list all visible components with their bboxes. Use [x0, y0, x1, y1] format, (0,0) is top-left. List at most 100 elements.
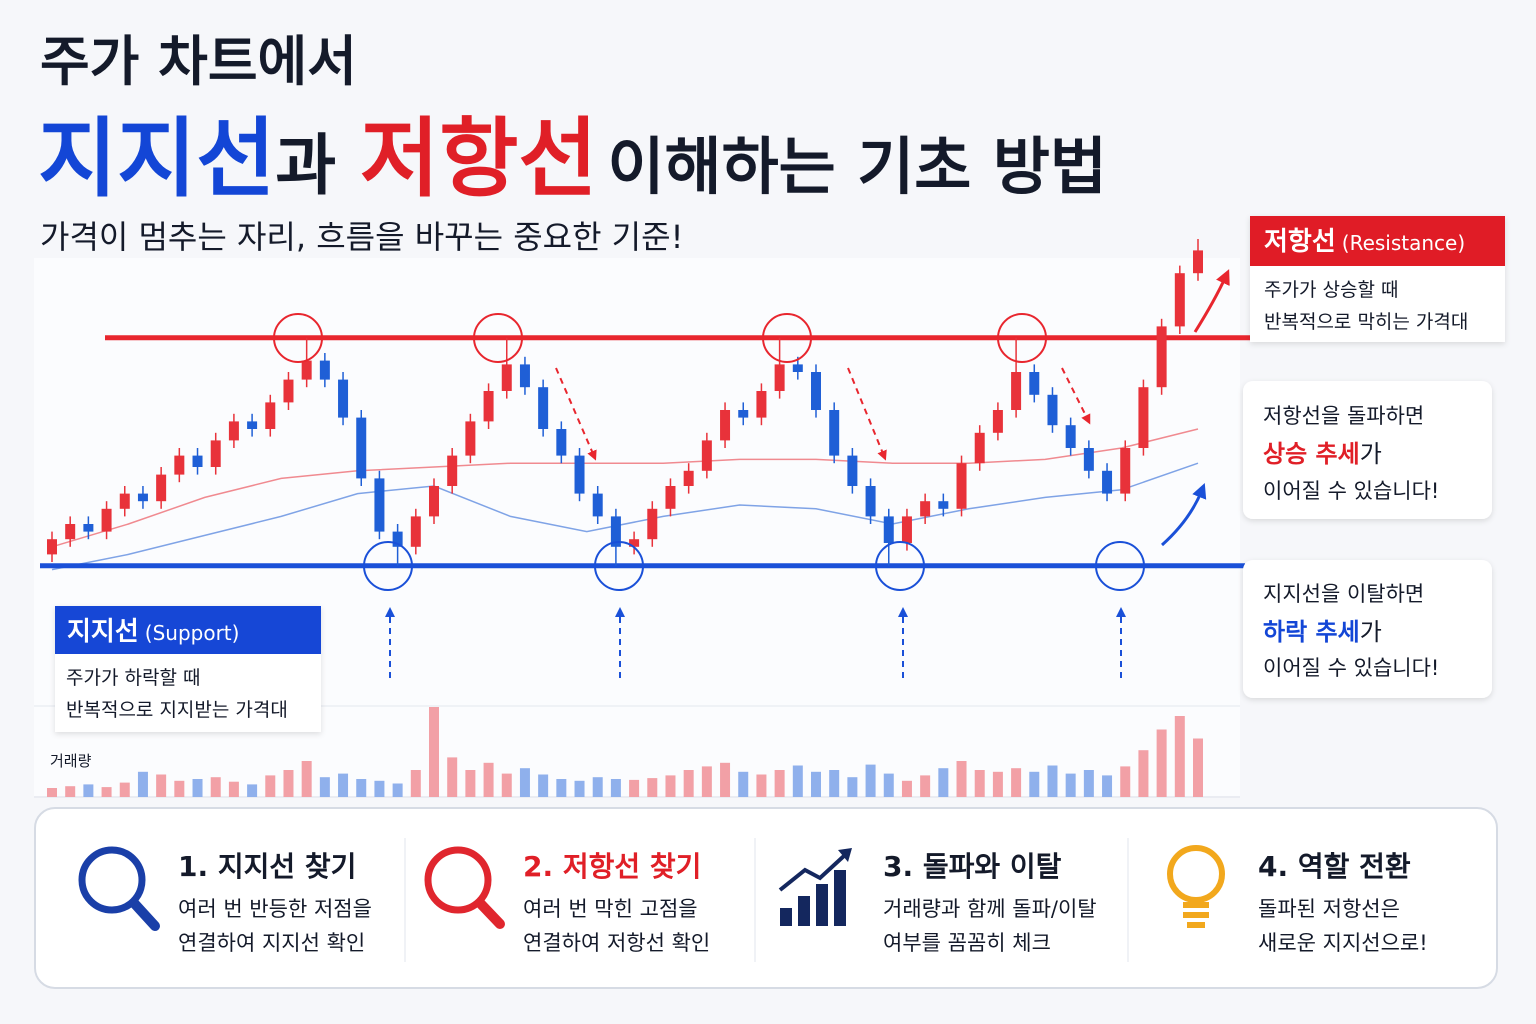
trend-arrow [1161, 483, 1207, 547]
candle-body [647, 508, 658, 540]
candle-body [774, 364, 785, 391]
support-english: (Support) [145, 621, 240, 645]
title-resistance: 저항선 [360, 109, 597, 209]
card-text: 여러 번 막힌 고점을 [523, 897, 698, 921]
card-title: 4. 역할 전환 [1258, 850, 1411, 883]
candle-body [720, 410, 731, 441]
candle-body [429, 486, 439, 517]
volume-bar [247, 784, 258, 797]
icon-search-blue [78, 846, 160, 931]
highlight: 상승 추세 [1263, 440, 1360, 468]
candle-body [683, 470, 694, 486]
icon-bulb [1167, 845, 1225, 928]
candle-body [47, 539, 57, 555]
volume-bar [938, 768, 949, 797]
support-heading: 지지선 (Support) [67, 617, 239, 647]
candle-body [374, 478, 385, 532]
volume-bar [992, 771, 1003, 797]
breakdown-box [1243, 560, 1492, 698]
support-callout [55, 606, 321, 732]
candle-body [228, 421, 239, 441]
callout-text: 하락 추세가 [1263, 618, 1382, 646]
volume-bar [338, 773, 349, 797]
volume-bar [447, 757, 458, 797]
candle-body [883, 516, 894, 543]
volume-bar [47, 788, 57, 797]
breakout-arrow [1193, 269, 1230, 333]
candle-body [1120, 448, 1131, 494]
trough-circle [875, 541, 925, 591]
volume-bar [847, 777, 858, 797]
volume-bar [956, 761, 967, 797]
volume-bar [1120, 766, 1131, 797]
volume-bar [301, 761, 312, 797]
candle-body [65, 524, 76, 540]
volume-bar [392, 783, 403, 797]
candle-body [1174, 273, 1185, 327]
volume-bar [883, 773, 894, 797]
callout-text: 이어질 수 있습니다! [1263, 479, 1439, 503]
down-arrow [1061, 367, 1091, 425]
candle-body [574, 455, 585, 494]
candle-body [629, 539, 640, 547]
peak-circle [273, 313, 323, 363]
volume-bar [429, 707, 439, 797]
volume-bar [519, 768, 530, 797]
candle-body [1083, 448, 1094, 471]
trough-circle [1095, 541, 1145, 591]
volume-bar [592, 777, 603, 797]
card-text: 연결하여 지지선 확인 [178, 931, 365, 955]
volume-bar [283, 770, 294, 797]
volume-bar [1193, 738, 1203, 797]
resistance-heading: 저항선 (Resistance) [1264, 227, 1465, 257]
volume-bar [665, 775, 676, 797]
volume-bar [319, 777, 330, 797]
volume-bar [1174, 716, 1185, 797]
volume-bar [610, 779, 621, 797]
volume-bar [483, 762, 494, 797]
suffix: 가 [1360, 440, 1382, 468]
volume-bar [720, 762, 731, 797]
volume-bar [137, 771, 148, 797]
candle-body [1029, 372, 1040, 395]
moving-average [51, 462, 1199, 571]
card-text: 여러 번 반등한 저점을 [178, 897, 372, 921]
volume-bar [410, 770, 421, 797]
volume-bar [1138, 750, 1149, 797]
resistance-title: 저항선 [1264, 227, 1336, 257]
title-and: 과 [275, 127, 336, 204]
volume-bar [228, 781, 239, 797]
highlight: 하락 추세 [1263, 618, 1360, 646]
title-rest: 이해하는 기초 방법 [607, 130, 1107, 203]
card-text: 새로운 지지선으로! [1258, 931, 1428, 955]
candle-body [101, 508, 112, 532]
candle-body [265, 402, 276, 429]
down-arrow [555, 367, 597, 461]
candle-body [174, 455, 185, 475]
volume-label: 거래량 [50, 752, 92, 770]
volume-bar [374, 780, 385, 797]
volume-bar [865, 764, 876, 797]
candle-body [410, 516, 421, 547]
highlight-circles [273, 313, 1145, 591]
volume-bar [756, 774, 767, 797]
volume-bar [556, 779, 567, 797]
candle-body [974, 432, 985, 464]
icon-search-red [424, 846, 505, 929]
volume-bar [629, 779, 640, 797]
trough-circle [594, 541, 644, 591]
candle-body [83, 524, 94, 532]
card-text: 여부를 꼼꼼히 체크 [883, 931, 1051, 955]
candle-body [701, 440, 712, 471]
candle-body [756, 391, 767, 418]
title-support: 지지선 [38, 109, 275, 209]
volume-bar [356, 779, 367, 797]
volume-bar [1047, 765, 1058, 797]
trough-circle [363, 541, 413, 591]
volume-bar [974, 770, 985, 797]
candle-body [1156, 326, 1167, 388]
candle-body [319, 360, 330, 380]
candle-body [956, 463, 967, 509]
candle-body [992, 410, 1003, 433]
